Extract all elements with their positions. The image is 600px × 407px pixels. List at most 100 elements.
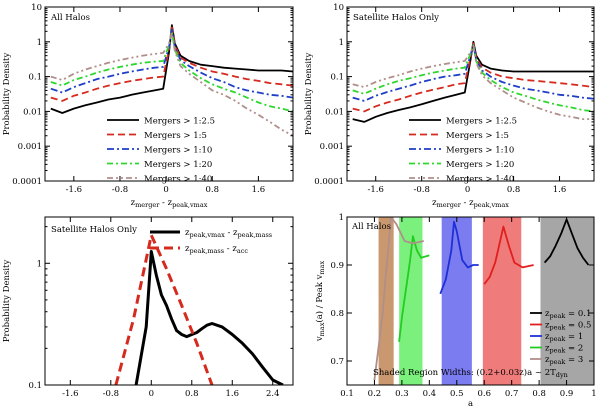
y-axis-label: vmax(a) / Peak vmax [314, 261, 326, 343]
legend-label: zpeak = 3 [545, 355, 583, 366]
legend-label-part: peak [549, 324, 565, 332]
x-axis-label-part: merger [135, 201, 160, 209]
x-axis-label-part: - z [159, 198, 172, 208]
panel-2: -1.6 -0.8 0 0.8 1.6 0.0001 0.001 0.01 0.1 1 10 Sate… [304, 3, 595, 209]
legend-label: Mergers > 1:20 [446, 160, 514, 170]
plot-frame-0 [44, 6, 294, 182]
legend-label-part: - z [225, 228, 238, 238]
legend-label: zpeak,vmax - zpeak,mass [185, 228, 272, 239]
x-tick-label: 0.9 [560, 389, 574, 399]
legend-label: Mergers > 1:2.5 [446, 117, 517, 127]
legend-label: zpeak = 0.1 [545, 309, 591, 320]
panel-title: All Halos [351, 222, 391, 232]
panel-3: -1.6 -0.8 0 0.8 1.6 2.4 0.1 1 Satellite Halos On… [2, 216, 294, 399]
y-tick-label: 0.001 [18, 142, 42, 152]
y-axis-label-part: max [318, 322, 326, 336]
x-tick-label: 1 [591, 389, 596, 399]
x-tick-label: 0.8 [185, 389, 199, 399]
legend-label: Mergers > 1:5 [446, 131, 509, 141]
y-tick-label: 10 [333, 3, 344, 13]
x-tick-label: 1.6 [225, 389, 239, 399]
x-tick-label: 1.6 [252, 185, 266, 195]
x-axis-label-part: merger [437, 201, 462, 209]
legend-label: Mergers > 1:10 [446, 146, 514, 156]
legend-label-part: = 0.5 [565, 321, 591, 331]
series-line-1-2 [352, 43, 594, 102]
legend-label-part: peak [549, 335, 565, 343]
series-line-0-3 [50, 30, 293, 113]
y-axis-label: Probability Density [304, 53, 314, 136]
annotation-text: Shaded Region Widths: (0.2+0.03z)a ~ 2Td… [373, 367, 568, 379]
annotation-text-part: dyn [556, 371, 568, 379]
x-tick-label: 0.8 [532, 389, 546, 399]
x-tick-label: 0.5 [450, 389, 464, 399]
panel-4: 0.1 0.2 0.3 0.4 0.5 0.6 0.7 0.8 0.9 1 0.7 0.8 0.9 1 Al… [314, 213, 597, 407]
x-tick-label: 0.8 [205, 185, 219, 195]
x-tick-label: -0.8 [413, 185, 429, 195]
panel-title: All Halos [50, 13, 90, 23]
annotation-text-part: Shaded Region Widths: (0.2+0.03z)a ~ 2T [373, 367, 556, 378]
legend-label-part: z [185, 244, 190, 254]
legend-label-part: peak,vmax [189, 231, 225, 239]
y-axis-label: Probability Density [2, 260, 12, 343]
y-axis-label-part: (a) / Peak v [314, 274, 325, 322]
x-tick-label: -1.6 [368, 185, 384, 195]
x-axis-label-part: z [131, 198, 136, 208]
shaded-region [399, 217, 423, 385]
series-line-0-0 [50, 24, 293, 114]
legend-label-part: peak [549, 347, 565, 355]
legend-label-part: = 2 [565, 344, 583, 354]
legend-label-part: peak,mass [238, 231, 273, 239]
legend-label: Mergers > 1:40 [446, 175, 514, 185]
plot-frame-3 [346, 216, 595, 386]
legend-label: Mergers > 1:5 [144, 131, 207, 141]
x-axis-label-part: peak,vmax [474, 201, 510, 209]
legend-label-part: peak [549, 358, 565, 366]
series-line-0-1 [50, 26, 293, 102]
panel-title: Satellite Halos Only [353, 13, 439, 23]
y-tick-label: 1 [339, 213, 344, 223]
x-axis-label: a [468, 399, 473, 407]
x-tick-label: 0.8 [507, 185, 521, 195]
series-line-1-1 [352, 42, 594, 113]
panel-title: Satellite Halos Only [51, 225, 137, 235]
x-tick-label: 0.7 [505, 389, 519, 399]
shaded-region [378, 217, 394, 385]
legend-label: Mergers > 1:20 [144, 160, 212, 170]
y-tick-label: 0.0001 [314, 177, 344, 187]
y-tick-label: 10 [31, 3, 42, 13]
legend-label: zpeak,mass - zacc [185, 244, 248, 255]
x-axis-label-part: z [432, 198, 437, 208]
y-axis-label-part: max [318, 261, 326, 275]
panel-1: -1.6 -0.8 0 0.8 1.6 0.0001 0.001 0.01 0.1 1 10 All … [2, 3, 294, 209]
x-axis-label: zmerger - zpeak,vmax [432, 198, 509, 209]
series-line-3-3 [398, 235, 430, 342]
y-axis-label: Probability Density [2, 53, 12, 136]
legend-label-part: = 1 [565, 332, 583, 342]
x-tick-label: 0.2 [368, 389, 382, 399]
legend-label-part: z [545, 321, 550, 331]
x-axis-label-part: - z [461, 198, 474, 208]
x-tick-label: -1.6 [62, 389, 78, 399]
x-tick-label: 2.4 [266, 389, 280, 399]
y-tick-label: 0.1 [28, 381, 42, 391]
y-tick-label: 0.1 [330, 73, 344, 83]
x-tick-label: -0.8 [112, 185, 128, 195]
x-tick-label: 0.6 [477, 389, 491, 399]
x-tick-label: 0 [465, 185, 470, 195]
x-tick-label: 1.6 [553, 185, 567, 195]
x-tick-label: -0.8 [103, 389, 119, 399]
y-tick-label: 1 [37, 259, 42, 269]
legend-label: zpeak = 1 [545, 332, 583, 343]
series-line-1-4 [352, 45, 594, 120]
shaded-region [441, 217, 472, 385]
plot-frame-1 [346, 6, 595, 182]
y-axis-label-part: v [315, 336, 325, 342]
y-tick-label: 0.01 [23, 107, 42, 117]
legend-label-part: = 3 [565, 355, 583, 365]
legend-label-part: z [545, 355, 550, 365]
legend-label-part: peak [549, 312, 565, 320]
series-line-3-4 [373, 217, 424, 381]
legend-label-part: z [545, 332, 550, 342]
